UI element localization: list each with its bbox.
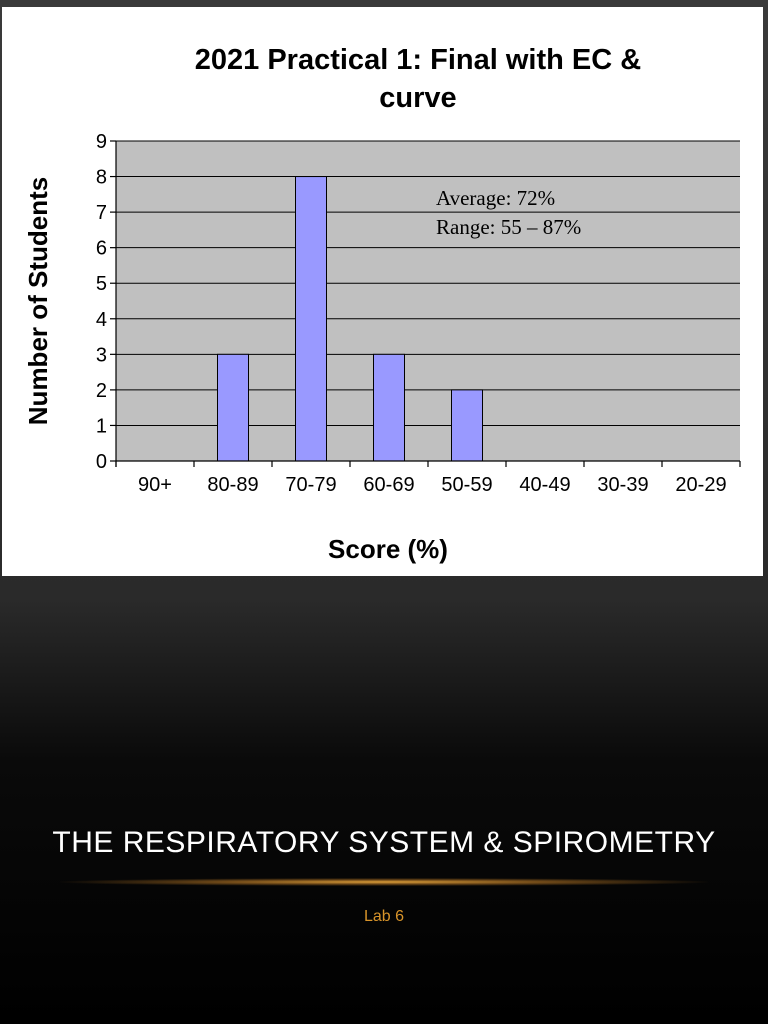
x-tick-label-70-79: 70-79 (285, 474, 336, 496)
plot-area (116, 141, 740, 461)
chart-panel: 2021 Practical 1: Final with EC & curve … (2, 7, 763, 576)
x-tick-label-30-39: 30-39 (597, 474, 648, 496)
y-tick-label-6: 6 (96, 238, 107, 260)
x-tick-label-60-69: 60-69 (363, 474, 414, 496)
chart-title-line-1: 2021 Practical 1: Final with EC & (195, 44, 641, 76)
x-tick-label-40-49: 40-49 (519, 474, 570, 496)
annotation-average: Average: 72% (436, 186, 555, 210)
x-tick-label-90+: 90+ (138, 474, 172, 496)
x-axis-title: Score (%) (328, 534, 448, 564)
bar-60-69 (373, 353, 405, 462)
y-tick-label-7: 7 (96, 202, 107, 224)
chart-title: 2021 Practical 1: Final with EC & curve (195, 44, 641, 114)
bar-80-89 (217, 353, 249, 462)
chart-title-line-2: curve (379, 82, 456, 114)
slide-title: THE RESPIRATORY SYSTEM & SPIROMETRY (52, 826, 716, 859)
bar-chart: 2021 Practical 1: Final with EC & curve … (23, 44, 741, 564)
x-tick-label-80-89: 80-89 (207, 474, 258, 496)
x-tick-label-50-59: 50-59 (441, 474, 492, 496)
y-tick-label-2: 2 (96, 380, 107, 402)
annotation-range: Range: 55 – 87% (436, 215, 581, 239)
y-tick-label-9: 9 (96, 131, 107, 153)
bars (217, 176, 483, 462)
bar-70-79 (295, 176, 327, 462)
y-tick-labels: 0 1 2 3 4 5 6 7 8 9 (96, 131, 107, 473)
title-underline-glow (60, 878, 708, 886)
y-tick-label-5: 5 (96, 273, 107, 295)
y-tick-label-3: 3 (96, 344, 107, 366)
y-axis-title: Number of Students (23, 177, 53, 425)
x-tick-labels: 90+ 80-89 70-79 60-69 50-59 40-49 30-39 20-29 (138, 474, 727, 496)
bar-50-59 (451, 389, 483, 462)
slide-subtitle: Lab 6 (363, 908, 405, 925)
x-tick-label-20-29: 20-29 (675, 474, 726, 496)
y-tick-label-4: 4 (96, 309, 107, 331)
y-tick-label-1: 1 (96, 415, 107, 437)
y-tick-label-0: 0 (96, 451, 107, 473)
y-tick-label-8: 8 (96, 167, 107, 189)
axes (110, 140, 741, 467)
